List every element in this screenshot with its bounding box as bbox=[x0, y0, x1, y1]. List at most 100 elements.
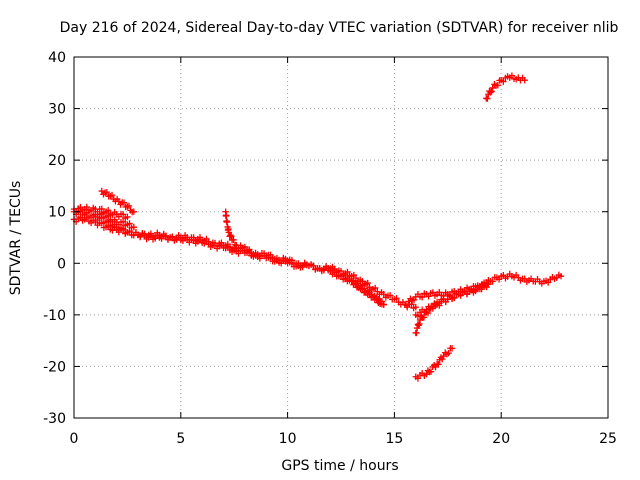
data-point bbox=[327, 267, 334, 275]
y-tick-label: 10 bbox=[48, 205, 66, 221]
data-point bbox=[457, 292, 464, 299]
x-tick-label: 5 bbox=[176, 431, 185, 447]
data-point bbox=[435, 361, 442, 368]
data-point bbox=[230, 236, 237, 244]
data-point bbox=[108, 191, 116, 199]
data-point bbox=[119, 218, 127, 225]
data-point bbox=[440, 352, 447, 360]
data-point bbox=[489, 84, 496, 92]
data-point bbox=[418, 293, 426, 301]
data-point bbox=[104, 207, 112, 214]
data-point bbox=[415, 322, 422, 329]
data-point bbox=[386, 292, 394, 299]
y-tick-label: 0 bbox=[57, 256, 66, 272]
data-point bbox=[228, 233, 235, 240]
data-point bbox=[130, 223, 138, 231]
data-point bbox=[124, 213, 131, 221]
data-point bbox=[521, 275, 528, 282]
y-tick-label: -10 bbox=[43, 308, 66, 324]
series-track-low bbox=[412, 345, 456, 382]
y-tick-label: 40 bbox=[48, 50, 66, 66]
data-point bbox=[364, 279, 371, 287]
data-point bbox=[120, 199, 128, 206]
data-point bbox=[412, 303, 419, 311]
plot-frame bbox=[73, 56, 609, 419]
data-point bbox=[416, 320, 423, 328]
y-tick-label: 30 bbox=[48, 102, 66, 118]
data-point bbox=[227, 232, 234, 239]
data-point bbox=[348, 278, 355, 285]
data-point bbox=[485, 280, 492, 288]
x-tick-label: 0 bbox=[70, 431, 79, 447]
data-point bbox=[432, 301, 439, 309]
data-point bbox=[484, 95, 491, 102]
data-point bbox=[267, 254, 274, 261]
data-point bbox=[130, 208, 138, 215]
data-point bbox=[190, 236, 197, 244]
data-point bbox=[104, 212, 112, 219]
data-point bbox=[147, 232, 155, 240]
data-point bbox=[544, 279, 552, 286]
y-tick-label: 20 bbox=[48, 153, 66, 169]
data-point bbox=[380, 291, 387, 298]
data-point bbox=[393, 295, 400, 302]
y-axis-label: SDTVAR / TECUs bbox=[8, 181, 24, 296]
data-point bbox=[439, 355, 446, 363]
data-point bbox=[333, 268, 340, 276]
data-point bbox=[169, 233, 176, 241]
data-point bbox=[87, 207, 95, 215]
chart-title: Day 216 of 2024, Sidereal Day-to-day VTE… bbox=[60, 20, 619, 36]
data-point bbox=[104, 222, 112, 229]
series-track-high bbox=[483, 72, 528, 102]
data-point bbox=[478, 286, 485, 293]
data-point bbox=[521, 77, 528, 84]
data-point bbox=[429, 289, 437, 296]
data-point bbox=[424, 309, 432, 317]
data-point bbox=[500, 78, 507, 85]
data-point bbox=[371, 284, 379, 292]
data-point bbox=[288, 259, 296, 267]
data-points bbox=[70, 72, 565, 382]
grid-lines bbox=[74, 57, 608, 418]
data-point bbox=[119, 211, 127, 218]
series-track-spike bbox=[222, 208, 253, 255]
data-point bbox=[436, 300, 443, 307]
series-track-branch bbox=[98, 187, 138, 216]
data-point bbox=[98, 210, 105, 218]
data-point bbox=[413, 329, 420, 337]
data-point bbox=[488, 88, 495, 95]
data-point bbox=[126, 227, 133, 235]
data-point bbox=[414, 375, 422, 382]
data-point bbox=[427, 368, 435, 375]
x-axis-label: GPS time / hours bbox=[281, 458, 398, 474]
data-point bbox=[241, 243, 249, 251]
data-point bbox=[119, 226, 127, 234]
data-point bbox=[359, 278, 366, 285]
series-track-descend bbox=[412, 280, 492, 337]
series-track-cluster bbox=[327, 267, 387, 308]
data-point bbox=[245, 247, 253, 254]
data-point bbox=[299, 263, 306, 271]
data-point bbox=[83, 214, 91, 222]
data-point bbox=[98, 187, 105, 195]
data-point bbox=[380, 301, 387, 308]
series-track-upper-2 bbox=[92, 210, 138, 231]
data-point bbox=[141, 232, 148, 239]
axis-ticks: 0 5 10 15 20 25 -30 -20 -10 0 10 20 30 40 bbox=[43, 50, 617, 447]
data-point bbox=[310, 262, 317, 270]
x-tick-label: 15 bbox=[385, 431, 403, 447]
data-point bbox=[472, 287, 479, 295]
x-tick-label: 25 bbox=[599, 431, 617, 447]
data-point bbox=[360, 285, 368, 292]
data-point bbox=[487, 89, 494, 96]
data-point bbox=[126, 220, 133, 227]
data-point bbox=[424, 367, 432, 374]
data-point bbox=[103, 188, 111, 196]
data-point bbox=[408, 301, 415, 308]
data-point bbox=[98, 220, 105, 227]
data-point bbox=[420, 314, 428, 321]
data-point bbox=[224, 243, 231, 250]
x-tick-label: 10 bbox=[279, 431, 297, 447]
x-tick-label: 20 bbox=[492, 431, 510, 447]
data-point bbox=[445, 349, 452, 357]
